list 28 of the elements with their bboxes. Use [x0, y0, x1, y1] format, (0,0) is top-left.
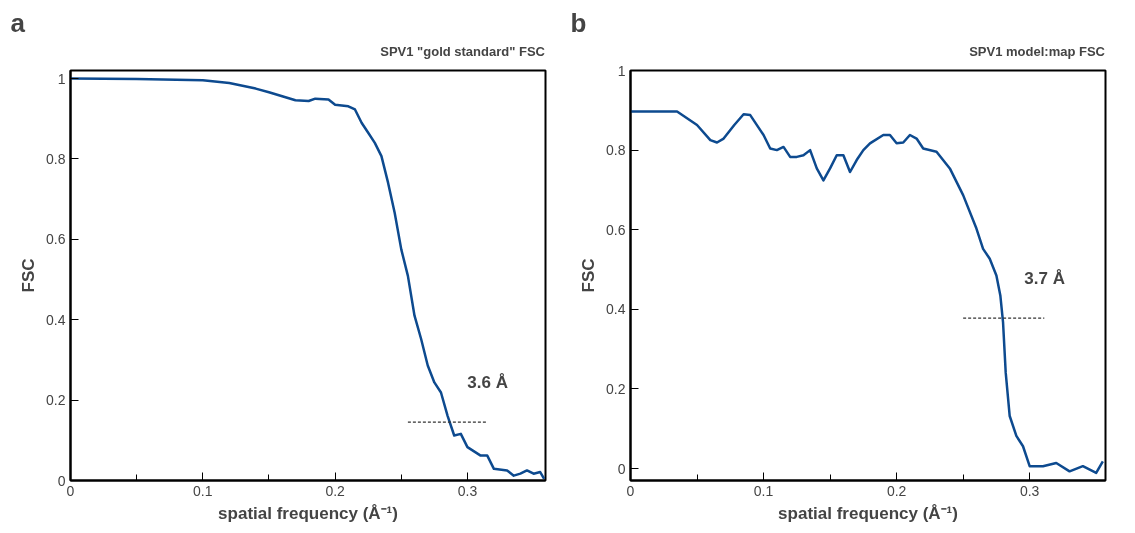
annotation: 3.6 Å: [467, 373, 508, 393]
y-tick-label: 0.2: [46, 392, 66, 409]
y-tick-label: 0.4: [606, 301, 626, 318]
y-axis-title: FSC: [19, 258, 39, 293]
y-tick-label: 0.8: [46, 150, 66, 167]
y-tick-label: 0: [617, 460, 626, 477]
y-tick-label: 0.8: [606, 142, 626, 159]
y-axis-title: FSC: [579, 258, 599, 293]
y-tick-label: 1: [57, 70, 66, 87]
x-tick-label: 0.2: [325, 482, 346, 499]
text: SPV1 "gold standard" FSC: [380, 43, 545, 59]
x-tick-label: 0.3: [1019, 482, 1040, 499]
y-tick-label: 1: [617, 62, 626, 79]
annotation: 3.7 Å: [1024, 269, 1065, 289]
x-tick-label: 0.1: [193, 482, 213, 499]
x-axis-title: spatial frequency (Å⁻¹): [778, 503, 958, 523]
chart-title: b: [570, 7, 587, 38]
chart-title: a: [10, 7, 26, 38]
y-tick-label: 0.4: [46, 311, 66, 328]
x-tick-label: 0.3: [457, 482, 478, 499]
line-series: [630, 110, 1105, 475]
x-axis-title: spatial frequency (Å⁻¹): [218, 503, 398, 523]
text: SPV1 model:map FSC: [969, 43, 1105, 59]
y-tick-label: 0.6: [46, 231, 66, 248]
x-tick-label: 0.1: [753, 482, 774, 499]
y-tick-label: 0.2: [606, 380, 626, 397]
y-tick-label: 0.6: [606, 221, 626, 238]
x-tick-label: 0.2: [886, 482, 907, 499]
